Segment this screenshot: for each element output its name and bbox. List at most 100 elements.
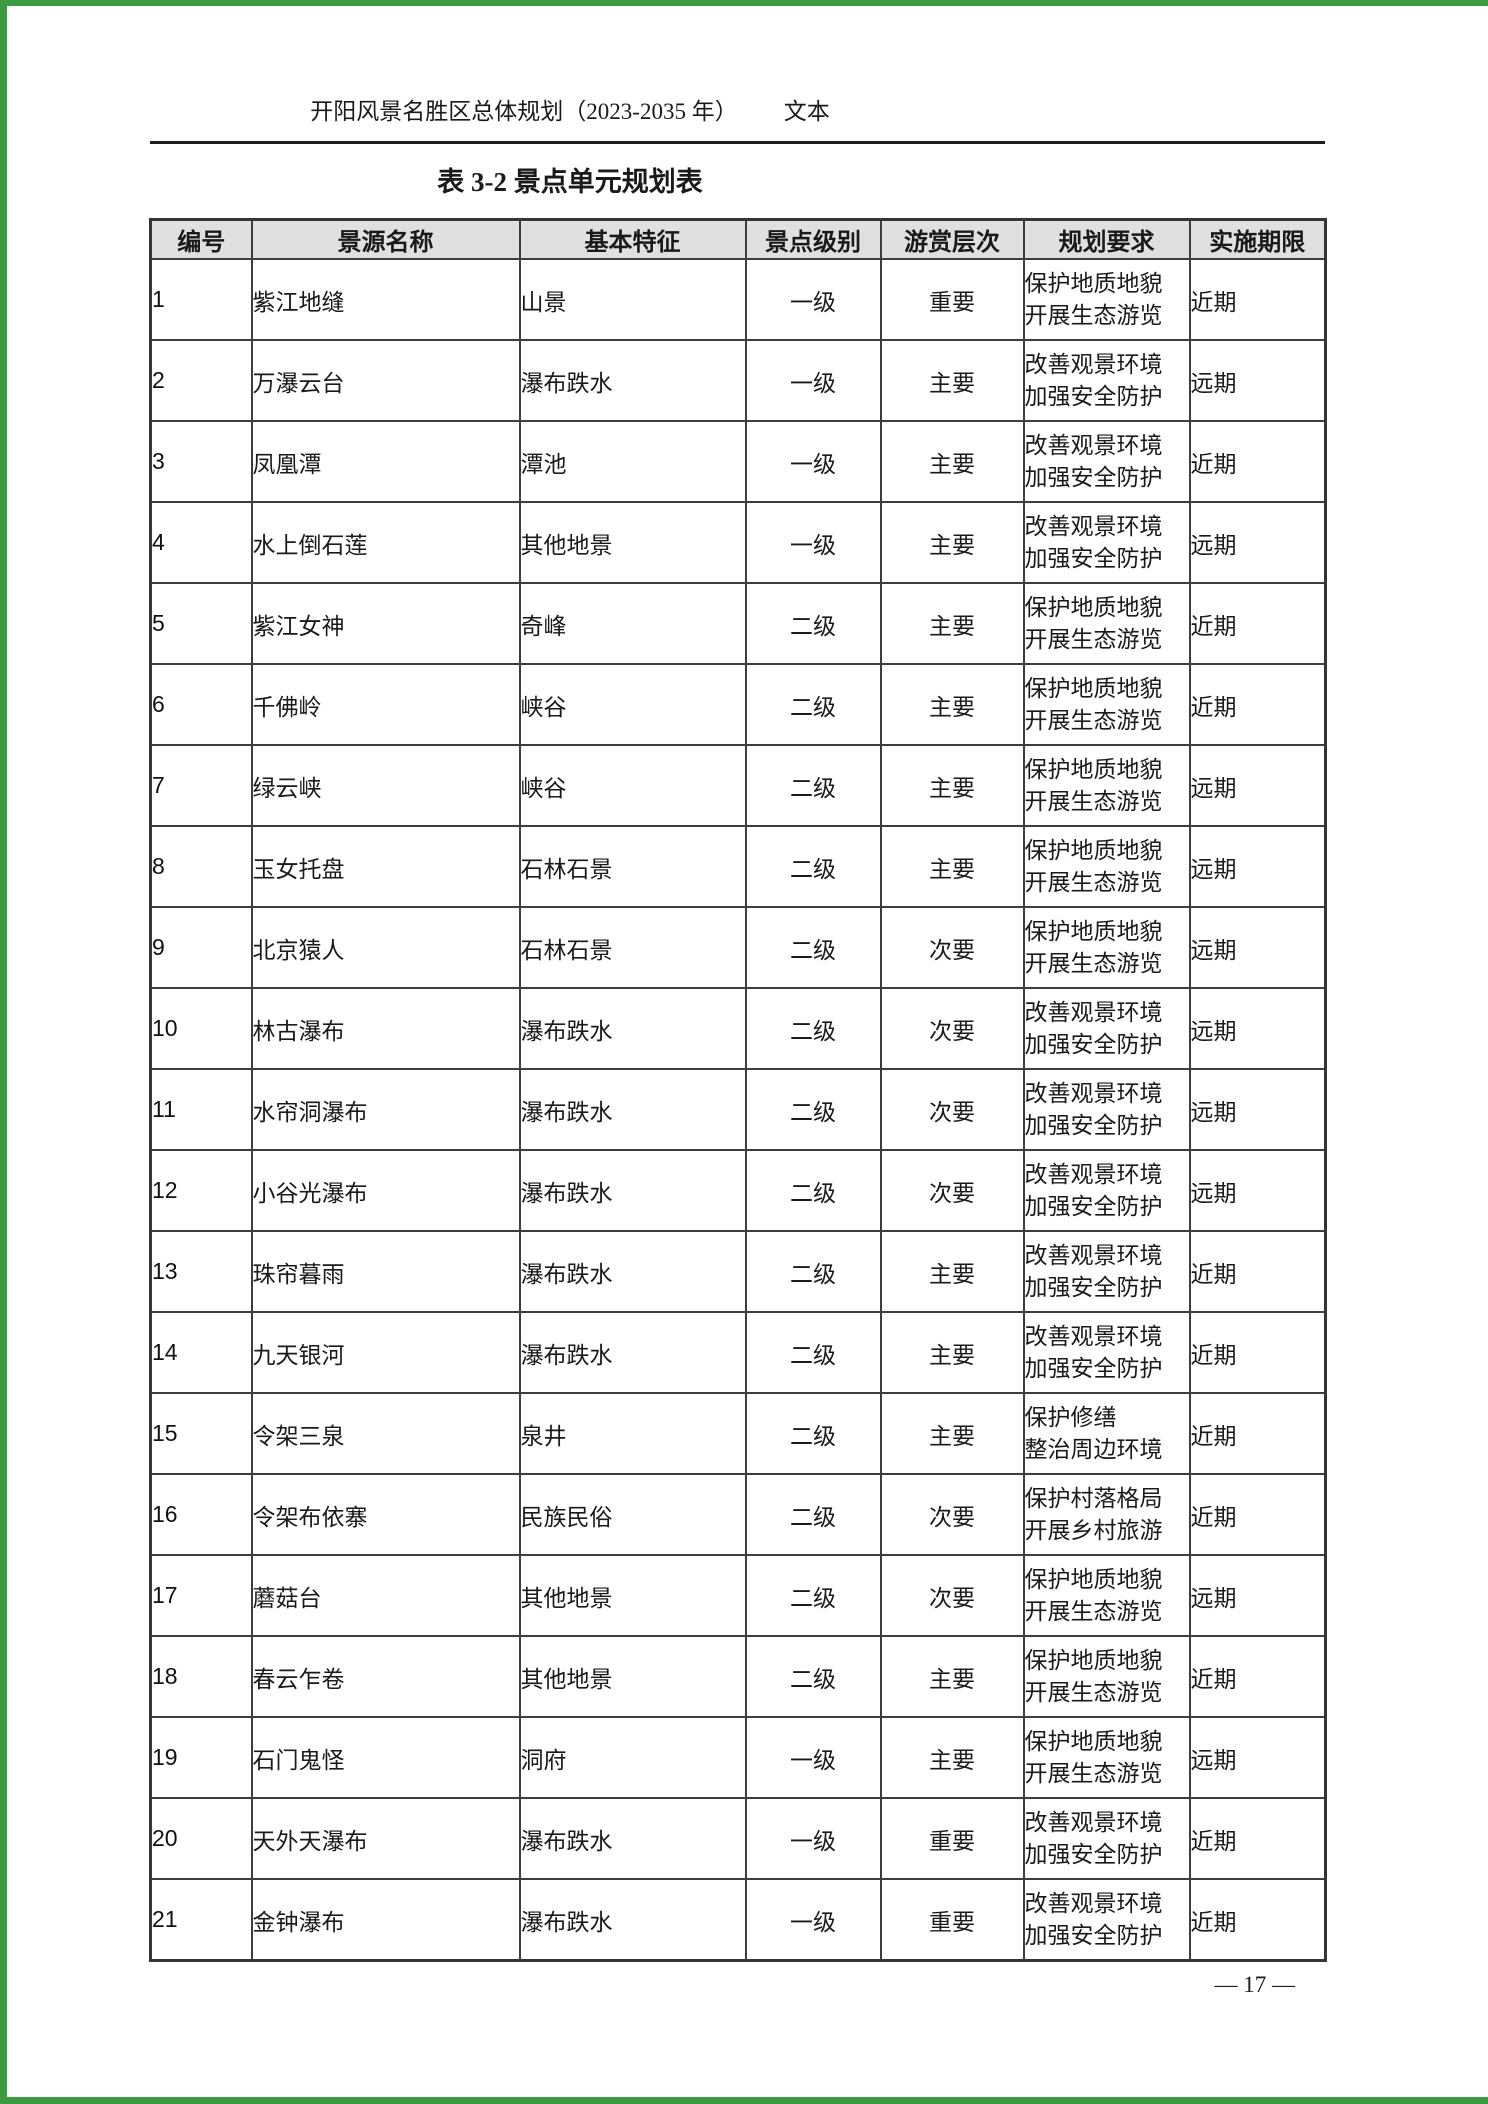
cell-basic-feature: 峡谷 — [518, 744, 747, 827]
cell-basic-feature: 其他地景 — [518, 501, 747, 584]
table-row: 9 北京猿人 石林石景 二级 次要 保护地质地貌 开展生态游览 远期 — [149, 906, 1327, 989]
cell-tour-tier: 主要 — [879, 825, 1025, 908]
cell-tour-tier: 次要 — [879, 987, 1025, 1070]
table-row: 7 绿云峡 峡谷 二级 主要 保护地质地貌 开展生态游览 远期 — [149, 744, 1327, 827]
cell-implementation-period: 近期 — [1188, 1797, 1327, 1880]
cell-resource-name: 令架布依寨 — [250, 1473, 521, 1556]
cell-resource-name: 凤凰潭 — [250, 420, 521, 503]
table-row: 15 令架三泉 泉井 二级 主要 保护修缮 整治周边环境 近期 — [149, 1392, 1327, 1475]
cell-number: 14 — [149, 1311, 253, 1394]
cell-implementation-period: 远期 — [1188, 501, 1327, 584]
cell-plan-requirement: 保护地质地貌 开展生态游览 — [1022, 744, 1191, 827]
cell-implementation-period: 远期 — [1188, 1716, 1327, 1799]
cell-resource-name: 玉女托盘 — [250, 825, 521, 908]
cell-basic-feature: 石林石景 — [518, 906, 747, 989]
column-header-req: 规划要求 — [1022, 218, 1191, 260]
cell-basic-feature: 瀑布跌水 — [518, 1797, 747, 1880]
cell-spot-level: 二级 — [744, 1635, 882, 1718]
table-row: 1 紫江地缝 山景 一级 重要 保护地质地貌 开展生态游览 近期 — [149, 258, 1327, 341]
cell-basic-feature: 瀑布跌水 — [518, 1230, 747, 1313]
cell-plan-requirement: 改善观景环境 加强安全防护 — [1022, 420, 1191, 503]
cell-resource-name: 紫江地缝 — [250, 258, 521, 341]
cell-resource-name: 小谷光瀑布 — [250, 1149, 521, 1232]
cell-spot-level: 二级 — [744, 1311, 882, 1394]
cell-resource-name: 万瀑云台 — [250, 339, 521, 422]
cell-number: 13 — [149, 1230, 253, 1313]
column-header-tier: 游赏层次 — [879, 218, 1025, 260]
column-header-no: 编号 — [149, 218, 253, 260]
cell-plan-requirement: 保护修缮 整治周边环境 — [1022, 1392, 1191, 1475]
cell-basic-feature: 奇峰 — [518, 582, 747, 665]
table-row: 10 林古瀑布 瀑布跌水 二级 次要 改善观景环境 加强安全防护 远期 — [149, 987, 1327, 1070]
cell-resource-name: 紫江女神 — [250, 582, 521, 665]
cell-implementation-period: 远期 — [1188, 906, 1327, 989]
plan-requirement-line: 改善观景环境 — [1024, 351, 1163, 377]
plan-requirement-line: 保护地质地貌 — [1024, 1566, 1163, 1592]
cell-basic-feature: 民族民俗 — [518, 1473, 747, 1556]
cell-number: 21 — [149, 1878, 253, 1962]
plan-requirement-line: 改善观景环境 — [1024, 513, 1163, 539]
cell-tour-tier: 主要 — [879, 1311, 1025, 1394]
plan-requirement-line: 加强安全防护 — [1024, 1841, 1163, 1867]
cell-number: 16 — [149, 1473, 253, 1556]
cell-resource-name: 令架三泉 — [250, 1392, 521, 1475]
cell-tour-tier: 重要 — [879, 258, 1025, 341]
table-row: 5 紫江女神 奇峰 二级 主要 保护地质地貌 开展生态游览 近期 — [149, 582, 1327, 665]
plan-requirement-line: 改善观景环境 — [1024, 1323, 1163, 1349]
plan-requirement-line: 开展生态游览 — [1024, 1760, 1163, 1786]
cell-plan-requirement: 保护地质地貌 开展生态游览 — [1022, 582, 1191, 665]
cell-spot-level: 一级 — [744, 1716, 882, 1799]
column-header-name: 景源名称 — [250, 218, 521, 260]
plan-requirement-line: 加强安全防护 — [1024, 1922, 1163, 1948]
cell-number: 18 — [149, 1635, 253, 1718]
cell-spot-level: 二级 — [744, 1068, 882, 1151]
cell-implementation-period: 近期 — [1188, 1473, 1327, 1556]
plan-requirement-line: 改善观景环境 — [1024, 432, 1163, 458]
cell-implementation-period: 近期 — [1188, 1878, 1327, 1962]
column-header-level: 景点级别 — [744, 218, 882, 260]
cell-implementation-period: 远期 — [1188, 825, 1327, 908]
cell-spot-level: 一级 — [744, 339, 882, 422]
cell-number: 7 — [149, 744, 253, 827]
plan-requirement-line: 加强安全防护 — [1024, 464, 1163, 490]
page-edge-rule-bottom — [0, 2097, 1488, 2104]
cell-spot-level: 二级 — [744, 1230, 882, 1313]
plan-requirement-line: 加强安全防护 — [1024, 1112, 1163, 1138]
cell-implementation-period: 远期 — [1188, 1068, 1327, 1151]
cell-spot-level: 二级 — [744, 1473, 882, 1556]
cell-resource-name: 珠帘暮雨 — [250, 1230, 521, 1313]
cell-tour-tier: 次要 — [879, 1149, 1025, 1232]
cell-basic-feature: 其他地景 — [518, 1635, 747, 1718]
cell-basic-feature: 其他地景 — [518, 1554, 747, 1637]
plan-requirement-line: 开展生态游览 — [1024, 788, 1163, 814]
cell-number: 17 — [149, 1554, 253, 1637]
plan-requirement-line: 开展生态游览 — [1024, 869, 1163, 895]
cell-plan-requirement: 改善观景环境 加强安全防护 — [1022, 1230, 1191, 1313]
plan-requirement-line: 开展生态游览 — [1024, 707, 1163, 733]
plan-requirement-line: 改善观景环境 — [1024, 1242, 1163, 1268]
plan-requirement-line: 加强安全防护 — [1024, 1274, 1163, 1300]
page-edge-rule-left — [0, 0, 7, 2104]
cell-resource-name: 水上倒石莲 — [250, 501, 521, 584]
cell-basic-feature: 潭池 — [518, 420, 747, 503]
plan-requirement-line: 保护地质地貌 — [1024, 1728, 1163, 1754]
table-row: 16 令架布依寨 民族民俗 二级 次要 保护村落格局 开展乡村旅游 近期 — [149, 1473, 1327, 1556]
plan-requirement-line: 改善观景环境 — [1024, 1890, 1163, 1916]
table-row: 2 万瀑云台 瀑布跌水 一级 主要 改善观景环境 加强安全防护 远期 — [149, 339, 1327, 422]
cell-basic-feature: 泉井 — [518, 1392, 747, 1475]
plan-requirement-line: 加强安全防护 — [1024, 1193, 1163, 1219]
cell-implementation-period: 远期 — [1188, 1149, 1327, 1232]
table-row: 17 蘑菇台 其他地景 二级 次要 保护地质地貌 开展生态游览 远期 — [149, 1554, 1327, 1637]
cell-basic-feature: 瀑布跌水 — [518, 1149, 747, 1232]
cell-basic-feature: 洞府 — [518, 1716, 747, 1799]
plan-requirement-line: 保护地质地貌 — [1024, 270, 1163, 296]
plan-requirement-line: 开展生态游览 — [1024, 1598, 1163, 1624]
plan-requirement-line: 开展生态游览 — [1024, 302, 1163, 328]
cell-tour-tier: 次要 — [879, 1473, 1025, 1556]
cell-resource-name: 绿云峡 — [250, 744, 521, 827]
cell-tour-tier: 主要 — [879, 582, 1025, 665]
table-row: 18 春云乍卷 其他地景 二级 主要 保护地质地貌 开展生态游览 近期 — [149, 1635, 1327, 1718]
plan-requirement-line: 加强安全防护 — [1024, 1031, 1163, 1057]
table-body: 1 紫江地缝 山景 一级 重要 保护地质地貌 开展生态游览 近期 2 万瀑云台 瀑布跌水 一级 主要 改善… — [149, 258, 1327, 1962]
cell-number: 19 — [149, 1716, 253, 1799]
